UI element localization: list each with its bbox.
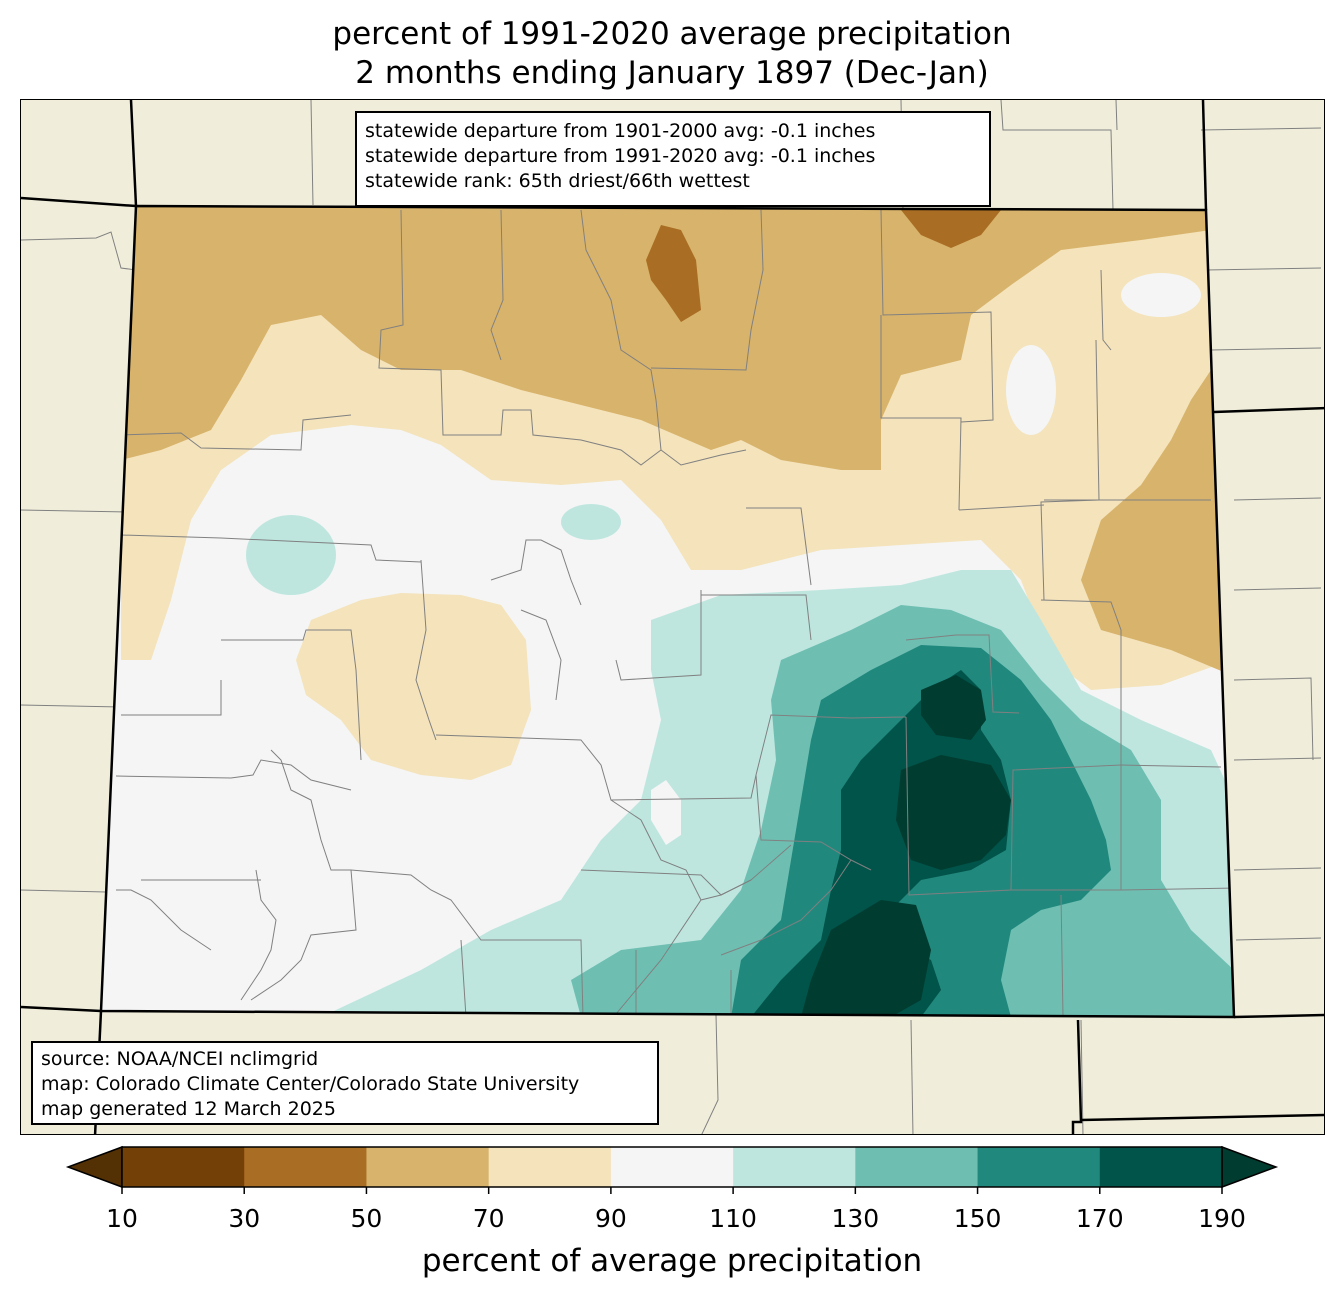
source-line: source: NOAA/NCEI nclimgrid <box>41 1048 319 1070</box>
colorbar-segment <box>610 1147 734 1187</box>
colorbar-tick-label: 30 <box>228 1204 261 1233</box>
colorbar-segment <box>1099 1147 1223 1187</box>
source-box: source: NOAA/NCEI nclimgrid map: Colorad… <box>31 1041 659 1125</box>
colorbar-tick-label: 50 <box>350 1204 383 1233</box>
stats-departure-1901-2000: statewide departure from 1901-2000 avg: … <box>365 120 876 142</box>
colorbar-tick-label: 110 <box>709 1204 757 1233</box>
colorbar <box>65 1145 1279 1194</box>
map-canvas <box>21 100 1324 1134</box>
colorbar-over-arrow <box>1221 1145 1279 1189</box>
stats-rank: statewide rank: 65th driest/66th wettest <box>365 170 750 192</box>
precipitation-shading <box>101 206 1234 1017</box>
precipitation-map <box>20 99 1325 1135</box>
colorbar-segment <box>977 1147 1101 1187</box>
map-credit-line: map: Colorado Climate Center/Colorado St… <box>41 1073 580 1095</box>
map-title: percent of 1991-2020 average precipitati… <box>332 16 1012 52</box>
colorbar-segment <box>488 1147 612 1187</box>
colorbar-segment <box>733 1147 856 1187</box>
colorbar-tick-label: 90 <box>594 1204 627 1233</box>
colorbar-tick-label: 10 <box>106 1204 138 1233</box>
colorbar-tick-label: 130 <box>831 1204 880 1233</box>
colorbar-segment <box>122 1147 245 1187</box>
colorbar-segment <box>855 1147 979 1187</box>
colorbar-tick-label: 150 <box>953 1204 1002 1233</box>
statewide-stats-box: statewide departure from 1901-2000 avg: … <box>355 111 991 207</box>
colorbar-tick-label: 70 <box>472 1204 505 1233</box>
colorbar-tick-label: 190 <box>1198 1204 1246 1233</box>
colorbar-label: percent of average precipitation <box>421 1243 923 1279</box>
stats-departure-1991-2020: statewide departure from 1991-2020 avg: … <box>365 145 876 167</box>
generated-date-line: map generated 12 March 2025 <box>41 1098 336 1120</box>
colorbar-under-arrow <box>65 1145 123 1189</box>
colorbar-frame <box>121 1146 1223 1188</box>
colorbar-segment <box>244 1147 367 1187</box>
map-subtitle: 2 months ending January 1897 (Dec-Jan) <box>355 55 989 91</box>
colorbar-segment <box>366 1147 490 1187</box>
colorbar-tick-label: 170 <box>1075 1204 1124 1233</box>
